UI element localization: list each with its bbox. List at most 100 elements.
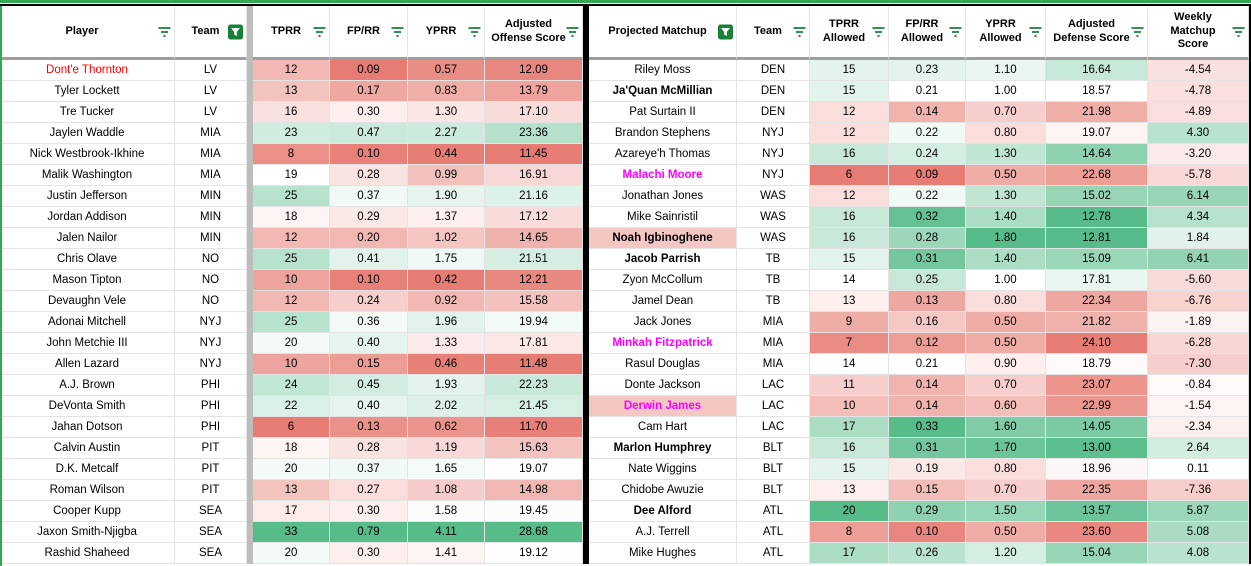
cell-player[interactable]: Rashid Shaheed: [0, 543, 175, 564]
cell-projected-matchup[interactable]: Nate Wiggins: [589, 459, 737, 480]
cell-adjusted-defense-score[interactable]: 23.60: [1046, 522, 1148, 543]
cell-fp-rr[interactable]: 0.09: [330, 60, 408, 81]
cell-adjusted-defense-score[interactable]: 18.57: [1046, 81, 1148, 102]
cell-tprr-allowed[interactable]: 8: [810, 522, 889, 543]
cell-fp-rr[interactable]: 0.41: [330, 249, 408, 270]
cell-tprr[interactable]: 17: [253, 501, 330, 522]
cell-adjusted-defense-score[interactable]: 24.10: [1046, 333, 1148, 354]
cell-tprr-allowed[interactable]: 12: [810, 186, 889, 207]
cell-player[interactable]: Mason Tipton: [0, 270, 175, 291]
cell-player-team[interactable]: NYJ: [175, 333, 247, 354]
cell-projected-matchup[interactable]: Jonathan Jones: [589, 186, 737, 207]
cell-yprr-allowed[interactable]: 1.40: [966, 207, 1046, 228]
cell-player-team[interactable]: PIT: [175, 480, 247, 501]
cell-fp-rr-allowed[interactable]: 0.33: [889, 417, 966, 438]
cell-matchup-team[interactable]: ATL: [737, 522, 810, 543]
cell-adjusted-offense-score[interactable]: 16.91: [485, 165, 583, 186]
cell-matchup-team[interactable]: WAS: [737, 186, 810, 207]
cell-weekly-matchup-score[interactable]: -6.76: [1148, 291, 1249, 312]
cell-player[interactable]: Devaughn Vele: [0, 291, 175, 312]
cell-projected-matchup[interactable]: Azareye'h Thomas: [589, 144, 737, 165]
cell-yprr[interactable]: 0.92: [408, 291, 485, 312]
cell-adjusted-offense-score[interactable]: 15.58: [485, 291, 583, 312]
cell-matchup-team[interactable]: BLT: [737, 459, 810, 480]
cell-weekly-matchup-score[interactable]: -3.20: [1148, 144, 1249, 165]
cell-tprr-allowed[interactable]: 16: [810, 438, 889, 459]
cell-player-team[interactable]: LV: [175, 102, 247, 123]
cell-adjusted-defense-score[interactable]: 21.82: [1046, 312, 1148, 333]
cell-yprr-allowed[interactable]: 1.00: [966, 81, 1046, 102]
cell-fp-rr-allowed[interactable]: 0.19: [889, 459, 966, 480]
cell-yprr-allowed[interactable]: 1.00: [966, 270, 1046, 291]
column-header-fp-rr[interactable]: FP/RR: [330, 6, 408, 60]
cell-player[interactable]: Cooper Kupp: [0, 501, 175, 522]
filter-icon[interactable]: [158, 26, 171, 37]
filter-active-icon[interactable]: [228, 24, 243, 39]
cell-fp-rr-allowed[interactable]: 0.14: [889, 375, 966, 396]
cell-yprr-allowed[interactable]: 1.30: [966, 144, 1046, 165]
cell-player-team[interactable]: LV: [175, 60, 247, 81]
cell-adjusted-defense-score[interactable]: 22.99: [1046, 396, 1148, 417]
cell-yprr-allowed[interactable]: 0.70: [966, 480, 1046, 501]
cell-adjusted-defense-score[interactable]: 15.02: [1046, 186, 1148, 207]
cell-player[interactable]: DeVonta Smith: [0, 396, 175, 417]
cell-player-team[interactable]: SEA: [175, 501, 247, 522]
cell-projected-matchup[interactable]: Zyon McCollum: [589, 270, 737, 291]
cell-matchup-team[interactable]: NYJ: [737, 144, 810, 165]
cell-tprr-allowed[interactable]: 11: [810, 375, 889, 396]
cell-tprr[interactable]: 12: [253, 291, 330, 312]
cell-fp-rr-allowed[interactable]: 0.26: [889, 543, 966, 564]
cell-player[interactable]: Allen Lazard: [0, 354, 175, 375]
cell-tprr[interactable]: 10: [253, 270, 330, 291]
cell-player[interactable]: Jalen Nailor: [0, 228, 175, 249]
cell-adjusted-offense-score[interactable]: 17.81: [485, 333, 583, 354]
cell-weekly-matchup-score[interactable]: -1.89: [1148, 312, 1249, 333]
cell-yprr[interactable]: 0.46: [408, 354, 485, 375]
cell-fp-rr-allowed[interactable]: 0.25: [889, 270, 966, 291]
cell-adjusted-offense-score[interactable]: 13.79: [485, 81, 583, 102]
cell-weekly-matchup-score[interactable]: -5.60: [1148, 270, 1249, 291]
cell-matchup-team[interactable]: NYJ: [737, 165, 810, 186]
cell-weekly-matchup-score[interactable]: -1.54: [1148, 396, 1249, 417]
cell-player-team[interactable]: PIT: [175, 459, 247, 480]
cell-weekly-matchup-score[interactable]: -6.28: [1148, 333, 1249, 354]
cell-fp-rr-allowed[interactable]: 0.23: [889, 60, 966, 81]
cell-player-team[interactable]: NYJ: [175, 354, 247, 375]
cell-player[interactable]: Chris Olave: [0, 249, 175, 270]
cell-fp-rr[interactable]: 0.28: [330, 165, 408, 186]
cell-tprr-allowed[interactable]: 7: [810, 333, 889, 354]
cell-tprr[interactable]: 12: [253, 228, 330, 249]
cell-adjusted-defense-score[interactable]: 13.00: [1046, 438, 1148, 459]
cell-adjusted-defense-score[interactable]: 15.04: [1046, 543, 1148, 564]
cell-matchup-team[interactable]: DEN: [737, 102, 810, 123]
cell-tprr-allowed[interactable]: 12: [810, 102, 889, 123]
cell-fp-rr-allowed[interactable]: 0.09: [889, 165, 966, 186]
cell-adjusted-defense-score[interactable]: 21.98: [1046, 102, 1148, 123]
cell-adjusted-offense-score[interactable]: 17.12: [485, 207, 583, 228]
cell-player[interactable]: Jaylen Waddle: [0, 123, 175, 144]
cell-tprr-allowed[interactable]: 15: [810, 249, 889, 270]
cell-player[interactable]: Calvin Austin: [0, 438, 175, 459]
cell-tprr-allowed[interactable]: 9: [810, 312, 889, 333]
cell-adjusted-offense-score[interactable]: 19.94: [485, 312, 583, 333]
cell-projected-matchup[interactable]: Jack Jones: [589, 312, 737, 333]
cell-adjusted-defense-score[interactable]: 13.57: [1046, 501, 1148, 522]
cell-yprr-allowed[interactable]: 1.20: [966, 543, 1046, 564]
cell-player[interactable]: Adonai Mitchell: [0, 312, 175, 333]
cell-fp-rr-allowed[interactable]: 0.12: [889, 333, 966, 354]
cell-yprr-allowed[interactable]: 0.50: [966, 333, 1046, 354]
cell-projected-matchup[interactable]: Riley Moss: [589, 60, 737, 81]
cell-tprr[interactable]: 25: [253, 312, 330, 333]
cell-tprr[interactable]: 13: [253, 480, 330, 501]
cell-projected-matchup[interactable]: Donte Jackson: [589, 375, 737, 396]
cell-adjusted-offense-score[interactable]: 11.48: [485, 354, 583, 375]
cell-yprr-allowed[interactable]: 1.70: [966, 438, 1046, 459]
cell-tprr-allowed[interactable]: 15: [810, 459, 889, 480]
cell-player[interactable]: A.J. Brown: [0, 375, 175, 396]
cell-yprr[interactable]: 1.58: [408, 501, 485, 522]
cell-yprr[interactable]: 1.33: [408, 333, 485, 354]
cell-weekly-matchup-score[interactable]: -0.84: [1148, 375, 1249, 396]
cell-tprr[interactable]: 16: [253, 102, 330, 123]
cell-fp-rr[interactable]: 0.27: [330, 480, 408, 501]
cell-weekly-matchup-score[interactable]: 5.87: [1148, 501, 1249, 522]
